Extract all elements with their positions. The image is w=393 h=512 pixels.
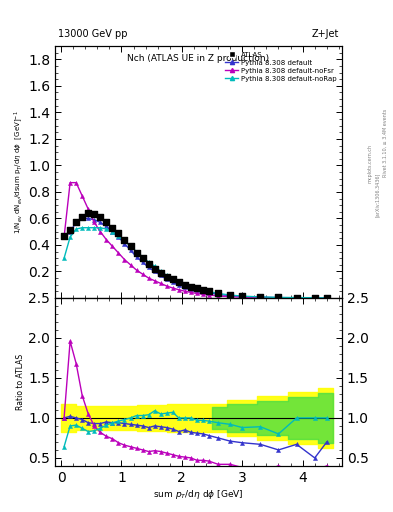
Text: Rivet 3.1.10, ≥ 3.4M events: Rivet 3.1.10, ≥ 3.4M events [383,109,388,178]
Point [109,224,116,232]
Point [206,287,212,295]
Point [215,289,221,297]
Point [176,278,182,286]
Point [140,254,146,262]
Point [61,231,67,240]
Point [85,209,92,217]
Point [324,294,330,302]
Point [67,226,73,234]
Point [200,286,206,294]
Text: mcplots.cern.ch: mcplots.cern.ch [367,144,373,183]
X-axis label: sum $p_T$/d$\eta$ d$\phi$ [GeV]: sum $p_T$/d$\eta$ d$\phi$ [GeV] [153,487,244,501]
Text: Z+Jet: Z+Jet [312,29,339,38]
Legend: ATLAS, Pythia 8.308 default, Pythia 8.308 default-noFsr, Pythia 8.308 default-no: ATLAS, Pythia 8.308 default, Pythia 8.30… [223,50,338,84]
Point [121,236,128,244]
Point [79,213,85,221]
Point [182,281,188,289]
Point [257,293,264,301]
Point [188,283,194,291]
Text: Nch (ATLAS UE in Z production): Nch (ATLAS UE in Z production) [127,54,270,62]
Y-axis label: Ratio to ATLAS: Ratio to ATLAS [17,354,26,410]
Text: [arXiv:1306.3436]: [arXiv:1306.3436] [375,173,380,217]
Point [312,293,318,302]
Point [133,249,140,257]
Point [227,291,233,299]
Point [170,275,176,284]
Point [275,293,282,302]
Point [115,229,121,237]
Point [145,260,152,268]
Point [152,265,158,273]
Point [239,292,245,300]
Point [158,269,164,277]
Point [97,213,103,221]
Point [163,273,170,281]
Text: 13000 GeV pp: 13000 GeV pp [58,29,127,38]
Y-axis label: 1/N$_{ev}$ dN$_{ev}$/dsum p$_T$/d$\eta$ d$\phi$  [GeV]$^{-1}$: 1/N$_{ev}$ dN$_{ev}$/dsum p$_T$/d$\eta$ … [13,110,25,234]
Point [91,210,97,219]
Point [194,284,200,292]
Point [73,218,79,226]
Point [294,293,300,302]
Point [103,218,110,226]
Point [127,242,134,250]
